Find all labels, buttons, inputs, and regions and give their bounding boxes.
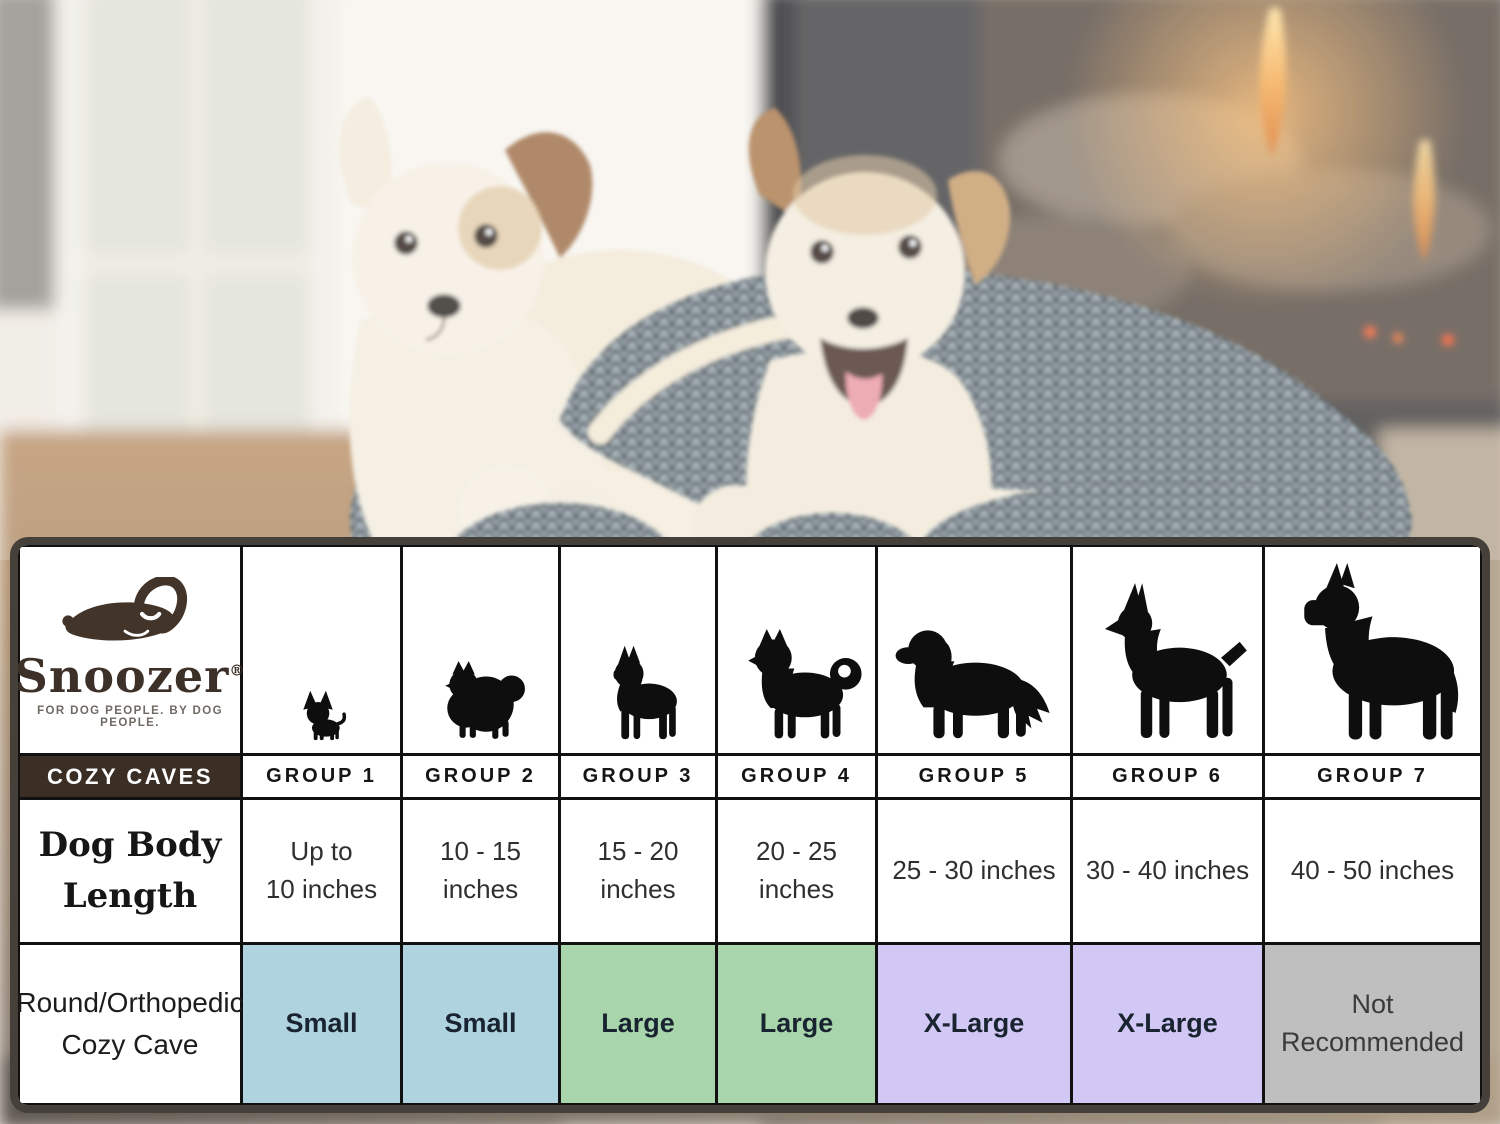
doberman-icon bbox=[1104, 583, 1247, 738]
group-5-label: GROUP 5 bbox=[878, 756, 1073, 800]
group-2-label: GROUP 2 bbox=[403, 756, 561, 800]
photo-wash bbox=[0, 0, 1500, 560]
group-6-label: GROUP 6 bbox=[1073, 756, 1265, 800]
right-dog bbox=[693, 108, 1011, 565]
fireplace-fire bbox=[1065, 0, 1465, 346]
size-chart: Snoozer® FOR DOG PEOPLE. BY DOG PEOPLE. bbox=[10, 537, 1490, 1113]
breed-cell-group-6 bbox=[1073, 547, 1265, 756]
size-group-6: X-Large bbox=[1073, 945, 1265, 1103]
brand-tagline: FOR DOG PEOPLE. BY DOG PEOPLE. bbox=[37, 705, 223, 729]
breed-cell-group-5 bbox=[878, 547, 1073, 756]
size-group-4: Large bbox=[718, 945, 878, 1103]
breed-cell-group-3 bbox=[561, 547, 718, 756]
size-group-3: Large bbox=[561, 945, 718, 1103]
group-1-label: GROUP 1 bbox=[243, 756, 403, 800]
body-length-group-6: 30 - 40 inches bbox=[1073, 800, 1265, 945]
body-length-group-4: 20 - 25 inches bbox=[718, 800, 878, 945]
snoozer-dog-logo-icon bbox=[62, 577, 188, 641]
size-group-1: Small bbox=[243, 945, 403, 1103]
size-group-2: Small bbox=[403, 945, 561, 1103]
breed-cell-group-2 bbox=[403, 547, 561, 756]
great-dane-icon bbox=[1304, 563, 1459, 740]
series-label: COZY CAVES bbox=[20, 756, 243, 800]
body-length-group-5: 25 - 30 inches bbox=[878, 800, 1073, 945]
left-dog bbox=[339, 96, 615, 558]
size-group-5: X-Large bbox=[878, 945, 1073, 1103]
size-group-7: Not Recommended bbox=[1265, 945, 1480, 1103]
group-4-label: GROUP 4 bbox=[718, 756, 878, 800]
group-3-label: GROUP 3 bbox=[561, 756, 718, 800]
body-length-group-1: Up to 10 inches bbox=[243, 800, 403, 945]
body-length-row-header: Dog Body Length bbox=[20, 800, 243, 945]
product-row-header: Round/Orthopedic Cozy Cave bbox=[18, 945, 244, 1103]
body-length-group-7: 40 - 50 inches bbox=[1265, 800, 1480, 945]
chihuahua-icon bbox=[303, 690, 347, 741]
breed-cell-group-4 bbox=[718, 547, 878, 756]
brand-name: Snoozer® bbox=[14, 649, 246, 703]
pomeranian-icon bbox=[444, 661, 525, 739]
size-chart-grid: Snoozer® FOR DOG PEOPLE. BY DOG PEOPLE. bbox=[18, 545, 1482, 1105]
group-7-label: GROUP 7 bbox=[1265, 756, 1480, 800]
brand-logo-cell: Snoozer® FOR DOG PEOPLE. BY DOG PEOPLE. bbox=[18, 547, 244, 756]
body-length-group-2: 10 - 15 inches bbox=[403, 800, 561, 945]
breed-cell-group-1 bbox=[243, 547, 403, 756]
golden-retriever-icon bbox=[895, 630, 1050, 739]
body-length-group-3: 15 - 20 inches bbox=[561, 800, 718, 945]
shiba-inu-icon bbox=[747, 629, 862, 739]
boston-terrier-icon bbox=[613, 645, 677, 740]
breed-cell-group-7 bbox=[1265, 547, 1480, 756]
